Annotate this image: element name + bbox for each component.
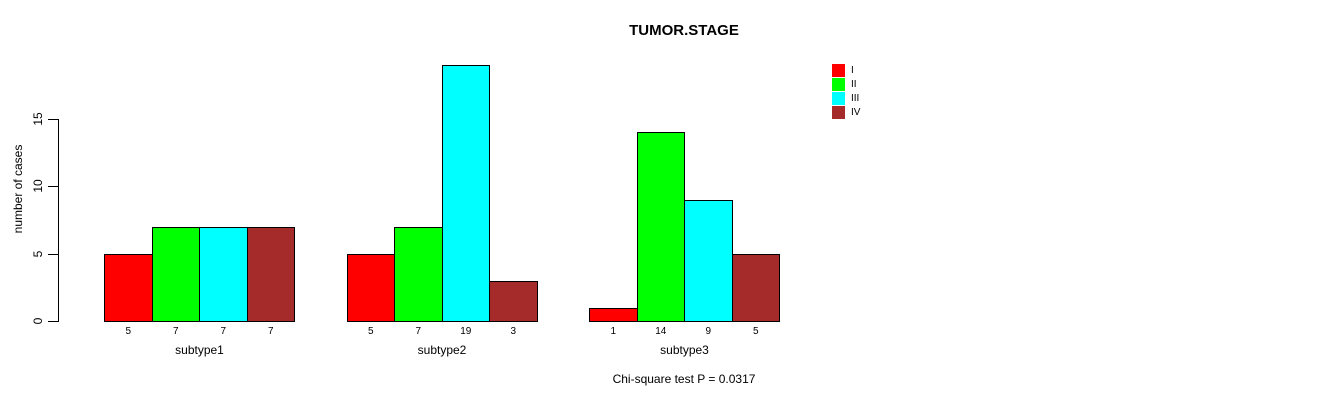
legend-row: I (832, 63, 860, 77)
y-tick (48, 321, 58, 322)
bar-subtype3-stage-I (589, 307, 638, 322)
bar-subtype3-stage-III (684, 199, 733, 322)
y-tick (48, 253, 58, 255)
bar-value-label: 7 (415, 326, 422, 337)
legend-row: II (832, 77, 860, 91)
bar-value-label: 5 (125, 326, 132, 337)
x-group-label-subtype1: subtype1 (175, 343, 224, 357)
bar-subtype3-stage-II (636, 132, 685, 322)
legend-label: I (851, 64, 854, 76)
y-tick-label: 0 (31, 317, 45, 325)
bar-subtype1-stage-II (151, 226, 200, 322)
bar-subtype2-stage-II (394, 226, 443, 322)
bar-value-label: 14 (655, 326, 667, 337)
bar-value-label: 1 (610, 326, 617, 337)
bar-value-label: 5 (752, 326, 759, 337)
chart-title: TUMOR.STAGE (629, 22, 739, 39)
legend-row: III (832, 91, 860, 105)
legend-row: IV (832, 105, 860, 119)
bar-value-label: 19 (460, 326, 472, 337)
bar-value-label: 9 (705, 326, 712, 337)
caption: Chi-square test P = 0.0317 (612, 372, 756, 386)
bar-subtype1-stage-III (199, 226, 248, 322)
bar-subtype3-stage-IV (731, 253, 780, 322)
bar-value-label: 3 (510, 326, 517, 337)
y-tick-label: 10 (31, 179, 45, 193)
y-tick (48, 118, 58, 120)
legend-label: III (851, 92, 860, 104)
bar-subtype1-stage-IV (246, 226, 295, 322)
bar-subtype2-stage-I (346, 253, 395, 322)
x-group-label-subtype3: subtype3 (660, 343, 709, 357)
legend-label: II (851, 78, 857, 90)
legend-swatch-II (832, 77, 845, 91)
legend-swatch-IV (832, 105, 845, 119)
bar-value-label: 7 (220, 326, 227, 337)
legend-swatch-III (832, 91, 845, 105)
bar-subtype1-stage-I (104, 253, 153, 322)
y-axis-line (58, 118, 59, 322)
y-tick-label: 15 (31, 111, 45, 126)
legend-label: IV (851, 106, 861, 118)
bar-value-label: 7 (172, 326, 179, 337)
bar-value-label: 5 (367, 326, 374, 337)
bar-subtype2-stage-III (441, 64, 490, 322)
bar-subtype2-stage-IV (489, 280, 538, 322)
y-tick-label: 5 (31, 250, 45, 257)
y-tick (48, 186, 58, 187)
x-group-label-subtype2: subtype2 (417, 343, 467, 357)
bar-value-label: 7 (267, 326, 274, 337)
legend: I II III IV (832, 63, 860, 119)
legend-swatch-I (832, 63, 845, 77)
